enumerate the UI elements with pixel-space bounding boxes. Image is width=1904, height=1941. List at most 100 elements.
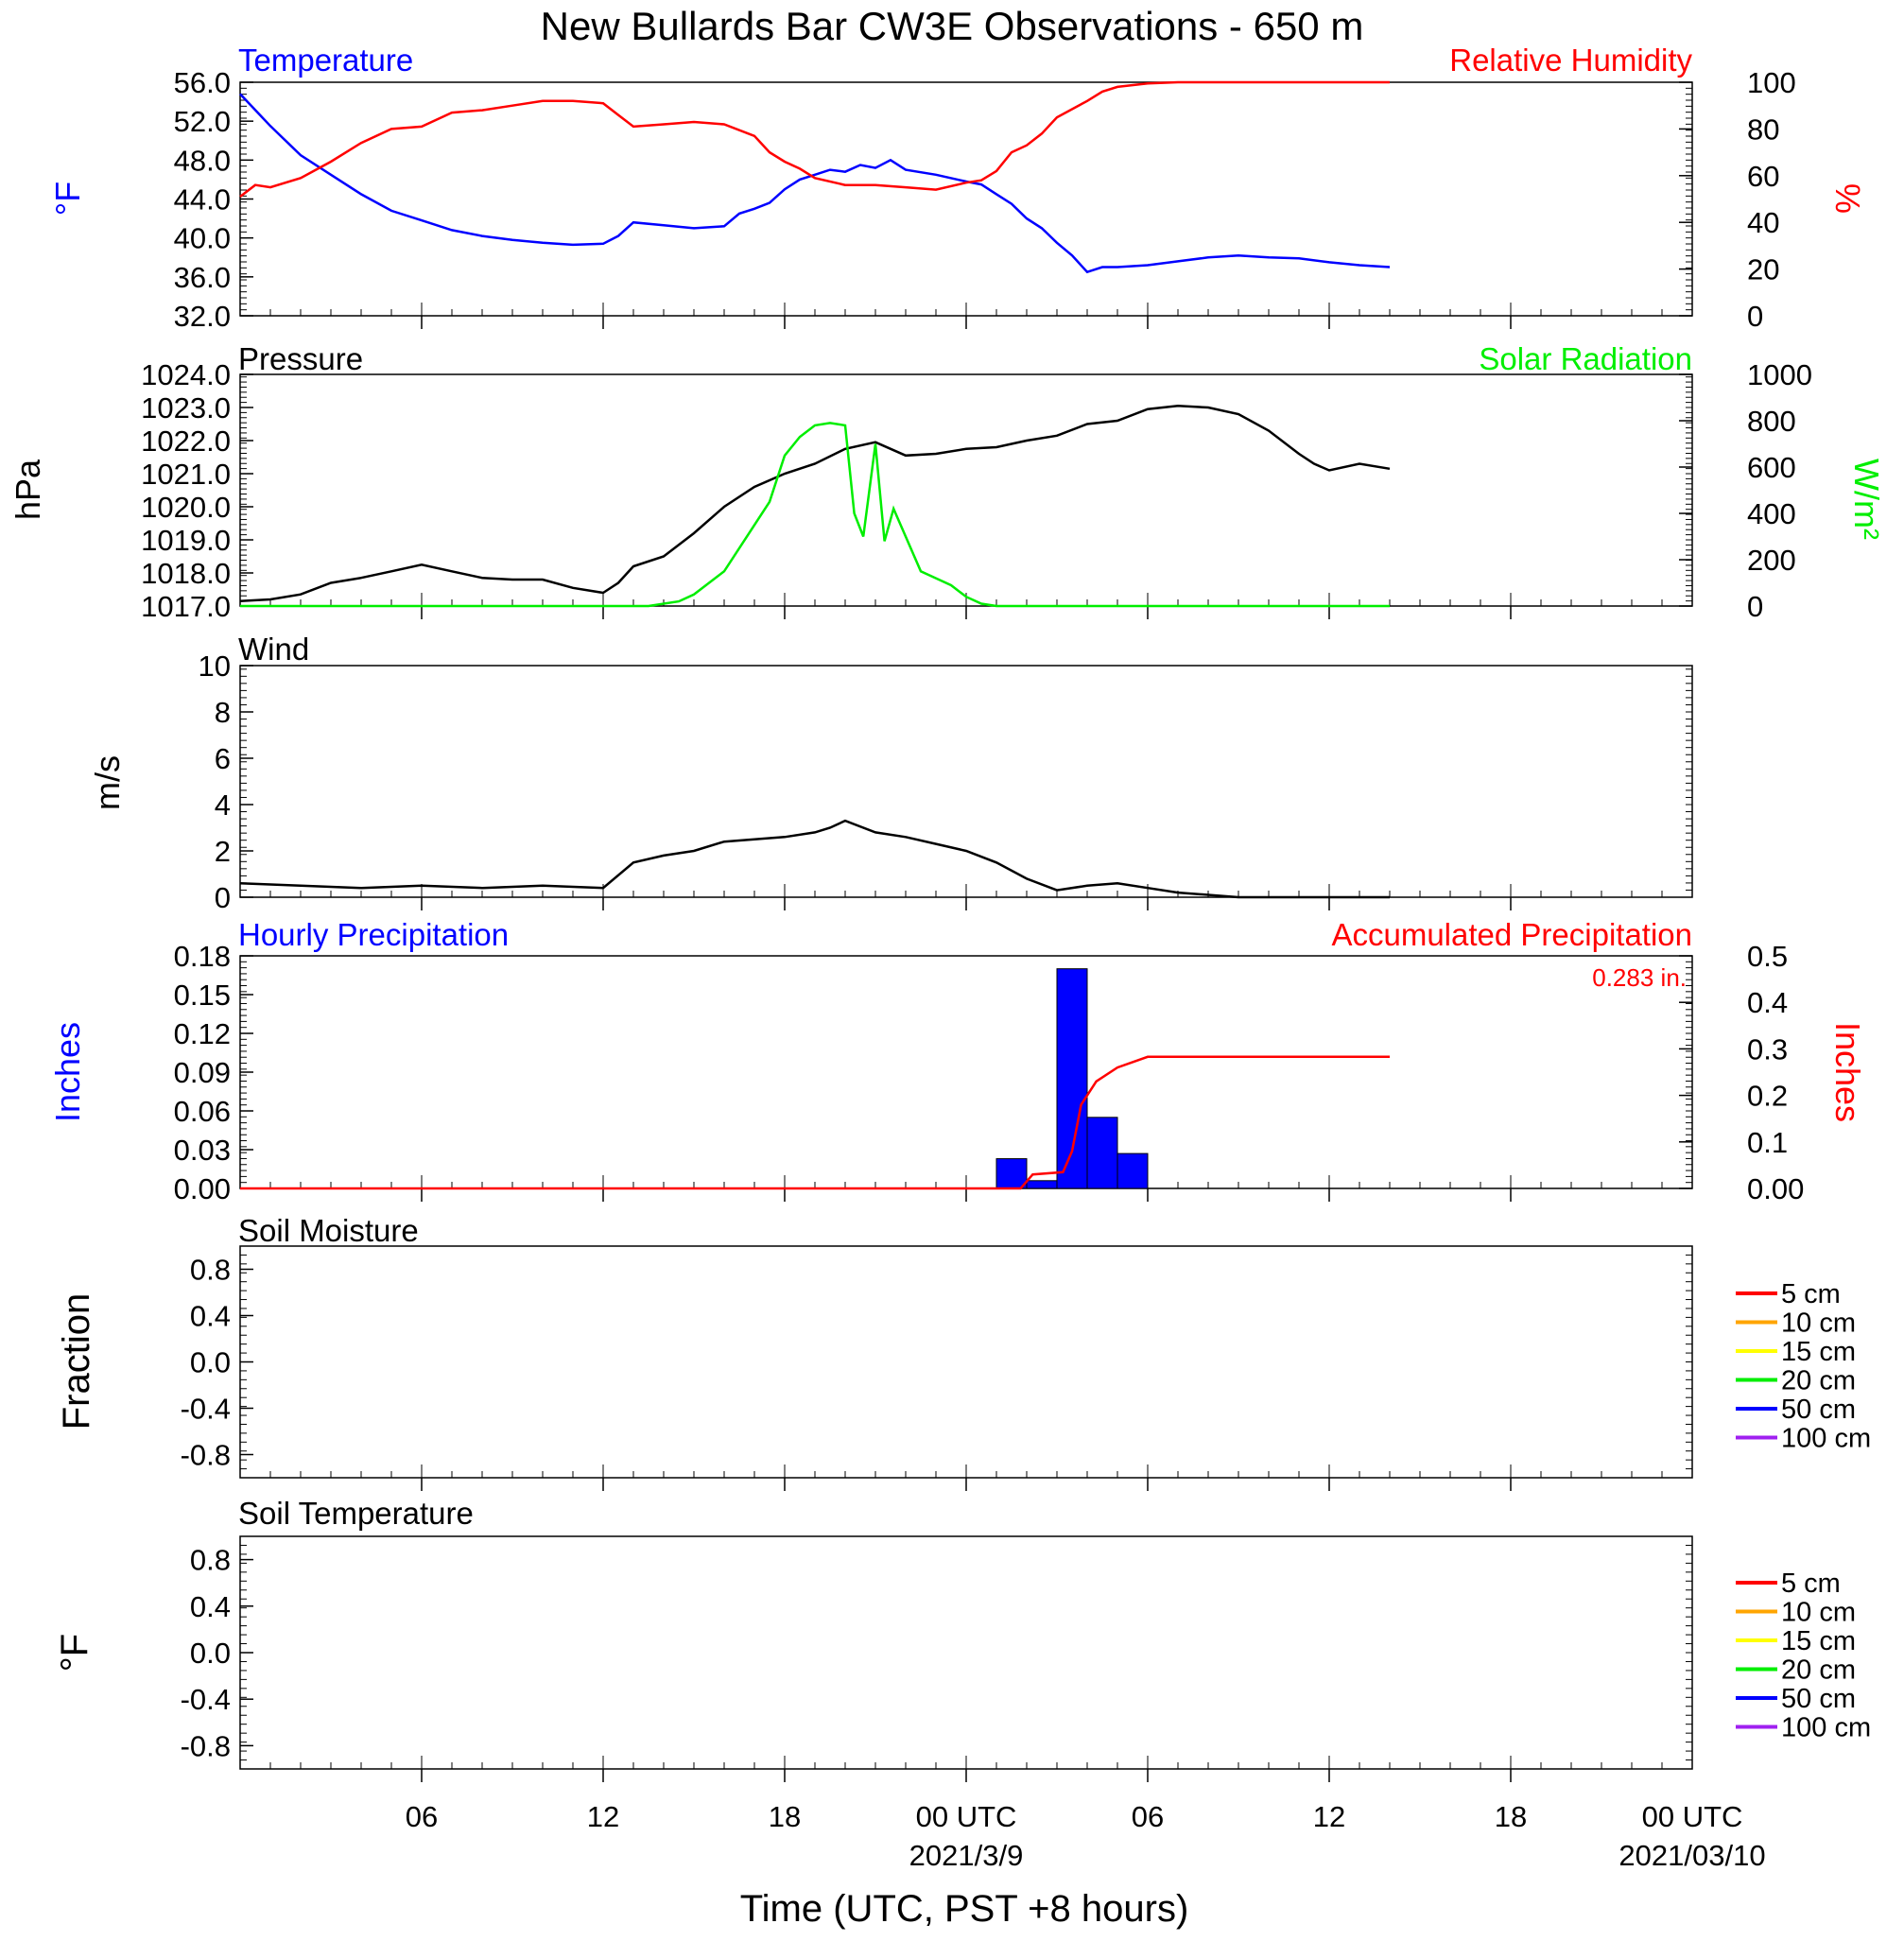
x-tick-sublabel: 2021/03/10	[1618, 1839, 1765, 1872]
legend-label: 50 cm	[1781, 1395, 1856, 1425]
panel-soil-moisture: Soil Moisture Fraction -0.8 -0.4 0.0 0.4 0.8…	[56, 1213, 1871, 1491]
panel-soil-temperature: Soil Temperature °F -0.8 -0.4 0.0 0.4 0.8 5 …	[54, 1496, 1871, 1782]
panel-precip: Hourly Precipitation Accumulated Precipi…	[48, 917, 1867, 1205]
legend-label: 15 cm	[1781, 1626, 1856, 1656]
y-tick-label: 60	[1747, 160, 1779, 193]
y-tick-label: 0.0	[190, 1637, 231, 1670]
right-title: Solar Radiation	[1479, 341, 1692, 376]
y-tick-label: 32.0	[174, 300, 231, 333]
y-tick-label: 800	[1747, 405, 1796, 438]
y-tick-label: 400	[1747, 497, 1796, 530]
y-tick-label: 0	[1747, 300, 1763, 333]
plot-frame	[239, 373, 1693, 607]
left-title: Soil Temperature	[238, 1496, 474, 1531]
series-line-accumulated-precipitation	[240, 1055, 1390, 1190]
x-tick-label: 12	[587, 1800, 619, 1833]
y-tick-label: 0.5	[1747, 940, 1788, 973]
y-tick-label: 1017.0	[141, 590, 231, 623]
left-axis: 1017.01018.01019.01020.01021.01022.01023…	[141, 358, 1692, 623]
series-line-pressure	[239, 405, 1391, 603]
series-line-temperature	[239, 93, 1391, 274]
y-tick-label: 0.00	[1747, 1172, 1804, 1205]
y-tick-label: 0.1	[1747, 1126, 1788, 1159]
y-tick-label: 1020.0	[141, 491, 231, 524]
y-tick-label: 20	[1747, 253, 1779, 286]
y-tick-label: 6	[215, 742, 231, 775]
y-tick-label: 1024.0	[141, 358, 231, 391]
left-title: Temperature	[238, 43, 413, 78]
legend-label: 100 cm	[1781, 1424, 1871, 1454]
y-tick-label: 0.0	[190, 1346, 231, 1379]
y-tick-label: 80	[1747, 113, 1779, 146]
y-tick-label: 0.4	[190, 1590, 231, 1623]
legend-label: 20 cm	[1781, 1366, 1856, 1396]
x-tick-label: 00 UTC	[916, 1800, 1017, 1833]
left-unit: hPa	[9, 459, 47, 520]
y-tick-label: 56.0	[174, 66, 231, 99]
y-tick-label: -0.4	[181, 1683, 231, 1716]
y-tick-label: -0.8	[181, 1439, 231, 1472]
series-group	[239, 80, 1391, 274]
left-axis: 0 2 4 6 8 10	[199, 650, 1692, 914]
y-tick-label: 0.06	[174, 1095, 231, 1128]
y-tick-label: 1022.0	[141, 425, 231, 458]
y-tick-label: 1019.0	[141, 524, 231, 557]
legend-label: 50 cm	[1781, 1684, 1856, 1714]
plot-frame	[239, 955, 1693, 1189]
left-unit: Fraction	[56, 1293, 97, 1430]
y-tick-label: 1018.0	[141, 557, 231, 590]
right-axis: 0.00 0.1 0.2 0.3 0.4 0.5	[1679, 940, 1804, 1205]
x-tick-sublabel: 2021/3/9	[909, 1839, 1024, 1872]
legend-label: 20 cm	[1781, 1655, 1856, 1686]
right-title: Relative Humidity	[1449, 43, 1692, 78]
y-tick-label: 600	[1747, 451, 1796, 484]
y-tick-label: 40	[1747, 206, 1779, 239]
legend-label: 10 cm	[1781, 1308, 1856, 1339]
y-tick-label: -0.4	[181, 1393, 231, 1426]
right-unit: W/m²	[1847, 459, 1886, 540]
y-tick-label: 1000	[1747, 358, 1812, 391]
plot-frame	[239, 1245, 1693, 1479]
y-tick-label: 0	[215, 881, 231, 914]
left-unit: °F	[48, 182, 87, 216]
precip-bar	[1026, 1180, 1058, 1189]
y-tick-label: 1023.0	[141, 391, 231, 425]
left-unit: Inches	[48, 1022, 87, 1122]
y-tick-label: 8	[215, 696, 231, 729]
chart-title: New Bullards Bar CW3E Observations - 650…	[541, 4, 1364, 48]
y-tick-label: 44.0	[174, 183, 231, 217]
x-tick-label: 06	[1132, 1800, 1164, 1833]
legend-label: 5 cm	[1781, 1279, 1841, 1309]
left-axis: 32.0 36.0 40.0 44.0 48.0 52.0 56.0	[174, 66, 1692, 333]
left-title: Pressure	[238, 341, 363, 376]
y-tick-label: 40.0	[174, 222, 231, 255]
y-tick-label: 10	[199, 650, 231, 683]
right-unit: Inches	[1828, 1022, 1867, 1122]
left-axis: -0.8 -0.4 0.0 0.4 0.8	[181, 1245, 1692, 1491]
series-line-relative-humidity	[239, 80, 1390, 198]
y-tick-label: 0.09	[174, 1056, 231, 1089]
legend-label: 10 cm	[1781, 1598, 1856, 1628]
y-tick-label: 1021.0	[141, 458, 231, 491]
x-tick-label: 12	[1313, 1800, 1345, 1833]
plot-frame	[239, 1535, 1693, 1770]
y-tick-label: 200	[1747, 544, 1796, 577]
y-tick-label: 0.8	[190, 1544, 231, 1577]
panel-wind: Wind m/s 0 2 4 6 8 10	[88, 632, 1693, 914]
series-line-wind	[239, 819, 1390, 899]
x-tick-label: 18	[769, 1800, 801, 1833]
series-line-solar-radiation	[240, 422, 1390, 608]
y-tick-label: 0.00	[174, 1172, 231, 1205]
x-tick-label: 18	[1495, 1800, 1527, 1833]
y-tick-label: 4	[215, 789, 231, 822]
left-unit: °F	[54, 1634, 95, 1672]
right-axis: 0 200 400 600 800 1000	[1679, 358, 1812, 623]
y-tick-label: 0.2	[1747, 1080, 1788, 1113]
y-tick-label: 0	[1747, 590, 1763, 623]
x-tick-label: 06	[406, 1800, 438, 1833]
left-unit: m/s	[88, 755, 127, 810]
y-tick-label: 0.8	[190, 1254, 231, 1287]
precip-bar	[1116, 1152, 1149, 1189]
